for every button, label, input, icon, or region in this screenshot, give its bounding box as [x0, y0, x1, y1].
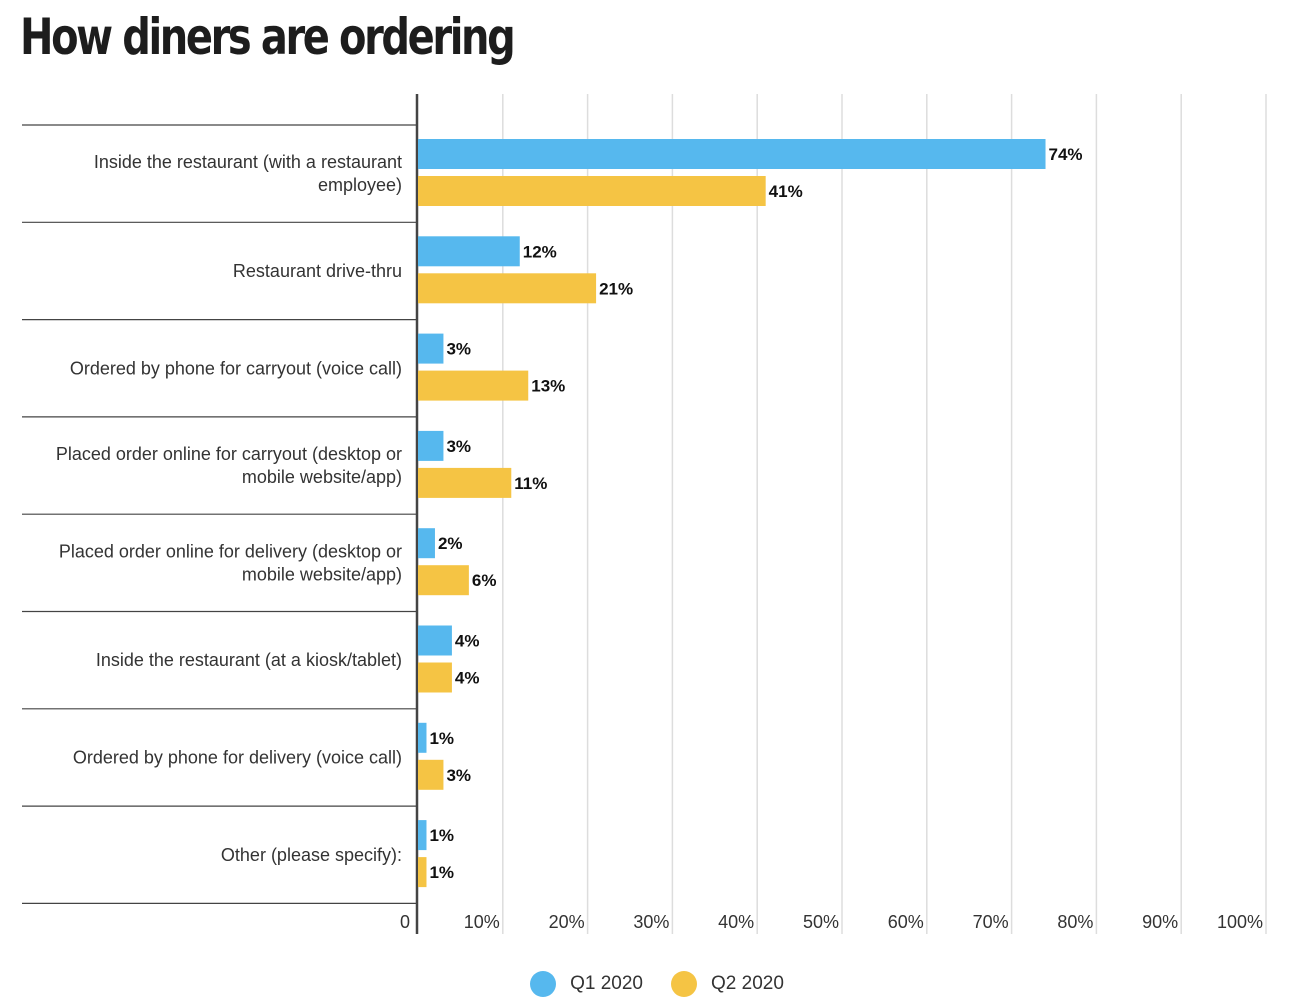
bar-series-2-cat-7 [418, 759, 444, 790]
category-label-6: Inside the restaurant (at a kiosk/tablet… [96, 650, 402, 670]
bar-series-1-cat-2 [418, 236, 520, 267]
x-tick-label-20: 20% [549, 912, 585, 932]
category-label-4: Placed order online for carryout (deskto… [56, 444, 402, 487]
bar-series-1-cat-4 [418, 430, 444, 461]
bar-series-1-cat-7 [418, 722, 427, 753]
category-label-1: Inside the restaurant (with a restaurant… [94, 152, 402, 195]
bar-series-2-cat-1 [418, 176, 766, 206]
x-tick-label-30: 30% [633, 912, 669, 932]
labels: 74% 12% 3% 3% 2% 4% 1% 1% 41% 21% 13% 11% 6% 4% 3% 1% In… [56, 145, 1263, 932]
bar-series-1-cat-5 [418, 528, 435, 559]
data-label-series-2-cat-7: 3% [446, 766, 471, 785]
chart-title: How diners are ordering [20, 8, 516, 66]
category-label-2: Restaurant drive-thru [233, 261, 402, 281]
bar-series-2-cat-8 [418, 857, 427, 888]
bar-series-1-cat-1 [418, 139, 1046, 169]
data-label-series-1-cat-2: 12% [523, 242, 557, 261]
category-label-7: Ordered by phone for delivery (voice cal… [73, 747, 402, 767]
data-label-series-1-cat-8: 1% [429, 826, 454, 845]
legend-label-series-2: Q2 2020 [711, 973, 784, 994]
bar-series-1-cat-6 [418, 625, 452, 656]
data-label-series-2-cat-3: 13% [531, 377, 565, 396]
grid-lines [415, 94, 1267, 934]
data-label-series-1-cat-7: 1% [429, 729, 454, 748]
bar-chart: 74% 12% 3% 3% 2% 4% 1% 1% 41% 21% 13% 11% 6% 4% 3% 1% In… [22, 94, 1267, 934]
x-tick-label-10: 10% [464, 912, 500, 932]
data-label-series-2-cat-8: 1% [429, 863, 454, 882]
bar-series-2-cat-5 [418, 565, 469, 596]
x-tick-label-90: 90% [1142, 912, 1178, 932]
x-tick-label-70: 70% [973, 912, 1009, 932]
legend-item-series-1: Q1 2020 [530, 971, 643, 997]
legend-swatch-series-1 [530, 971, 557, 997]
x-tick-label-0: 0 [400, 912, 410, 932]
x-tick-label-100: 100% [1217, 912, 1263, 932]
bar-series-2-cat-4 [418, 467, 512, 498]
legend: Q1 2020 Q2 2020 [0, 966, 1314, 1002]
bars [418, 139, 1046, 888]
legend-item-series-2: Q2 2020 [671, 971, 784, 997]
bar-series-1-cat-8 [418, 820, 427, 851]
data-label-series-1-cat-1: 74% [1049, 145, 1083, 164]
bar-series-1-cat-3 [418, 333, 444, 364]
x-tick-label-60: 60% [888, 912, 924, 932]
bar-series-2-cat-6 [418, 662, 452, 693]
data-label-series-2-cat-6: 4% [455, 669, 480, 688]
x-tick-label-50: 50% [803, 912, 839, 932]
category-separators [22, 124, 418, 905]
legend-swatch-series-2 [671, 971, 697, 997]
bar-series-2-cat-2 [418, 273, 597, 304]
x-tick-label-80: 80% [1057, 912, 1093, 932]
data-label-series-2-cat-1: 41% [769, 182, 803, 201]
bar-series-2-cat-3 [418, 370, 529, 401]
category-label-8: Other (please specify): [221, 845, 402, 865]
data-label-series-2-cat-2: 21% [599, 279, 633, 298]
data-label-series-1-cat-3: 3% [446, 340, 471, 359]
legend-label-series-1: Q1 2020 [570, 973, 643, 994]
data-label-series-1-cat-6: 4% [455, 632, 480, 651]
data-label-series-2-cat-4: 11% [514, 474, 547, 493]
data-label-series-1-cat-4: 3% [446, 437, 471, 456]
data-label-series-2-cat-5: 6% [472, 571, 497, 590]
x-tick-label-40: 40% [718, 912, 754, 932]
category-label-5: Placed order online for delivery (deskto… [59, 541, 402, 584]
data-label-series-1-cat-5: 2% [438, 534, 463, 553]
category-label-3: Ordered by phone for carryout (voice cal… [70, 358, 402, 378]
